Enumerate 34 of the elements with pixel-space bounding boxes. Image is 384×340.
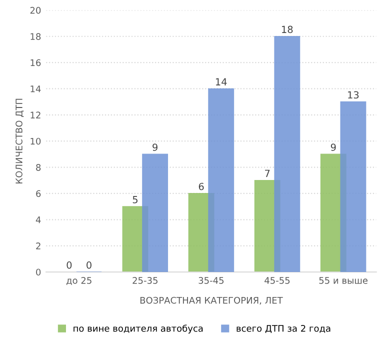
legend-label: всего ДТП за 2 года [236,324,330,334]
x-tick-label: 55 и выше [319,277,368,284]
y-tick-label: 16 [30,59,41,66]
y-tick-label: 4 [36,216,41,224]
y-tick-label: 14 [30,86,41,92]
x-tick-label: 25-35 [132,277,158,284]
data-label: 9 [152,144,158,151]
data-label: 0 [66,261,72,269]
data-label: 9 [330,144,336,151]
y-tick-label: 12 [30,112,40,118]
data-label: 6 [198,182,204,190]
bar [274,36,300,272]
data-label: 13 [348,91,359,99]
bar [340,101,366,272]
bar [208,88,234,272]
x-tick-label: до 25 [66,277,92,285]
bar [142,154,168,272]
y-tick-label: 0 [36,268,41,276]
y-axis-title: КОЛИЧЕСТВО ДТП [16,98,24,184]
y-tick-label: 20 [30,6,41,14]
y-tick-label: 6 [36,190,41,198]
data-label: 0 [86,261,92,269]
data-label: 7 [265,170,270,177]
x-tick-label: 45-55 [264,277,290,284]
y-tick-label: 10 [30,138,41,145]
data-label: 14 [216,78,227,86]
data-label: 5 [132,196,138,204]
y-tick-label: 2 [36,242,40,250]
y-tick-label: 8 [36,164,41,171]
x-axis-title: ВОЗРАСТНАЯ КАТЕГОРИЯ, ЛЕТ [140,296,283,305]
y-tick-label: 18 [30,33,41,40]
x-tick-label: 35-45 [198,277,224,284]
legend-label: по вине водителя автобуса [74,324,203,334]
data-label: 18 [282,26,293,34]
